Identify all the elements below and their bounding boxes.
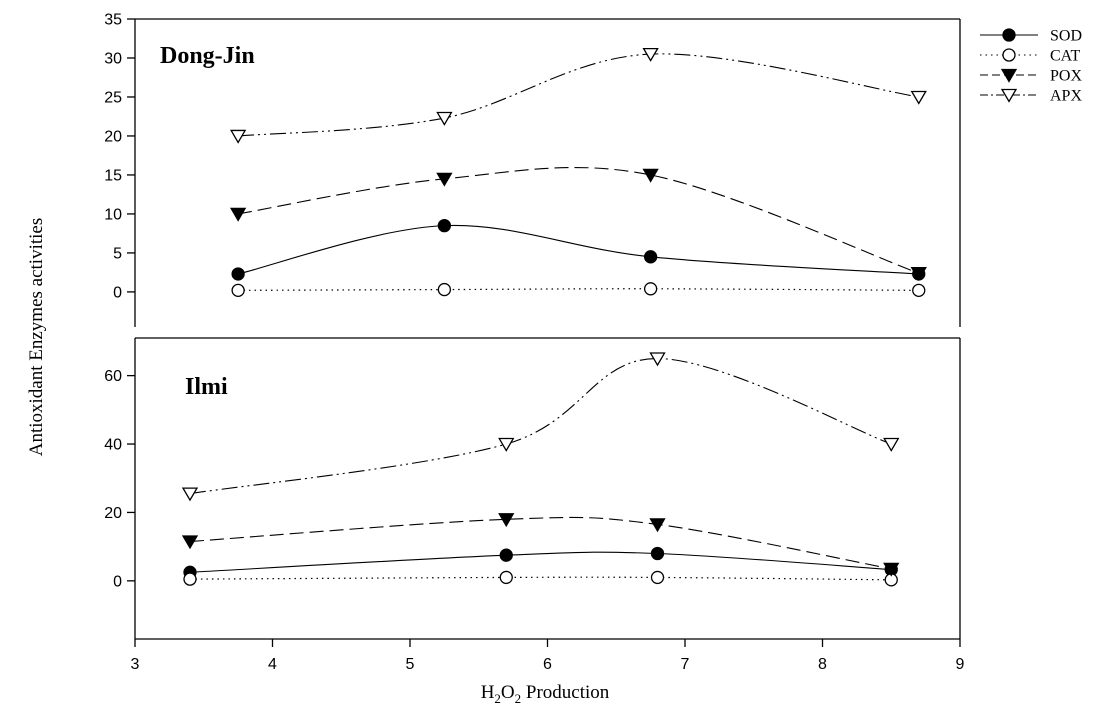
legend-label-cat: CAT xyxy=(1050,48,1080,65)
point-dong-jin-pox-1 xyxy=(436,172,453,187)
point-dong-jin-cat-0 xyxy=(231,283,245,298)
point-dong-jin-pox-2 xyxy=(642,168,659,183)
series-line-ilmi-sod xyxy=(189,551,892,573)
legend-label-apx: APX xyxy=(1050,88,1082,105)
series-line-ilmi-apx xyxy=(189,357,892,495)
panel-title-ilmi: Ilmi xyxy=(185,374,228,400)
legend-item-apx: APX xyxy=(980,88,1082,105)
point-dong-jin-apx-2 xyxy=(642,47,659,62)
y-tick-label-dong-jin-10: 10 xyxy=(104,206,122,223)
point-ilmi-apx-0 xyxy=(181,487,199,502)
x-axis-label-suffix: Production xyxy=(521,682,610,703)
y-tick-label-dong-jin-15: 15 xyxy=(104,167,122,184)
y-tick-label-ilmi-60: 60 xyxy=(104,368,122,385)
legend: SOD CAT POX APX xyxy=(980,28,1082,105)
series-line-ilmi-pox xyxy=(189,516,892,570)
point-ilmi-sod-2 xyxy=(650,546,665,561)
panel-dong-jin: 0 5 10 15 20 25 30 35 Dong-Jin xyxy=(104,12,961,327)
series-line-ilmi-cat xyxy=(189,576,892,581)
point-dong-jin-sod-1 xyxy=(437,218,452,233)
x-axis: 3 4 5 6 7 8 9 xyxy=(131,638,965,673)
legend-label-pox: POX xyxy=(1050,68,1082,85)
y-tick-label-ilmi-0: 0 xyxy=(113,573,122,590)
x-tick-label-8: 8 xyxy=(818,656,827,673)
legend-item-cat: CAT xyxy=(980,48,1080,65)
point-dong-jin-pox-0 xyxy=(229,207,247,222)
legend-marker-sod xyxy=(1002,28,1016,42)
y-tick-label-dong-jin-20: 20 xyxy=(104,128,122,145)
series-line-dong-jin-sod xyxy=(237,224,919,275)
y-tick-label-ilmi-40: 40 xyxy=(104,437,122,454)
y-tick-label-dong-jin-30: 30 xyxy=(104,50,122,67)
legend-item-sod: SOD xyxy=(980,28,1082,45)
legend-marker-pox xyxy=(1000,68,1018,83)
point-ilmi-pox-1 xyxy=(498,513,515,528)
x-axis-label: H2O2 Production xyxy=(481,682,610,706)
point-ilmi-pox-3 xyxy=(883,562,900,577)
panel-title-dong-jin: Dong-Jin xyxy=(160,43,255,69)
y-tick-label-dong-jin-25: 25 xyxy=(104,89,122,106)
legend-label-sod: SOD xyxy=(1050,28,1082,45)
point-dong-jin-cat-1 xyxy=(437,282,452,297)
point-ilmi-pox-0 xyxy=(181,535,199,550)
point-ilmi-sod-1 xyxy=(499,548,513,562)
x-axis-label-mid: O xyxy=(501,682,515,703)
point-ilmi-cat-2 xyxy=(650,570,665,585)
point-dong-jin-sod-0 xyxy=(231,267,245,281)
series-line-dong-jin-pox xyxy=(238,166,919,274)
x-tick-label-3: 3 xyxy=(131,656,140,673)
y-tick-label-dong-jin-35: 35 xyxy=(104,12,122,29)
point-dong-jin-cat-2 xyxy=(643,282,658,296)
x-axis-label-prefix: H xyxy=(481,682,495,703)
panels: 0 5 10 15 20 25 30 35 Dong-Jin 0 20 40 60 Ilmi xyxy=(104,12,961,639)
y-tick-label-ilmi-20: 20 xyxy=(104,505,122,522)
x-tick-label-5: 5 xyxy=(406,656,415,673)
point-dong-jin-apx-3 xyxy=(910,90,927,105)
point-dong-jin-cat-3 xyxy=(912,283,926,298)
point-dong-jin-apx-1 xyxy=(436,111,453,126)
point-dong-jin-apx-0 xyxy=(229,129,247,144)
legend-marker-apx xyxy=(1000,88,1018,103)
x-tick-label-9: 9 xyxy=(956,656,965,673)
legend-item-pox: POX xyxy=(980,68,1082,85)
panel-ilmi: 0 20 40 60 Ilmi xyxy=(104,337,961,639)
point-ilmi-cat-0 xyxy=(183,572,197,586)
point-ilmi-apx-1 xyxy=(498,437,515,452)
x-axis-label-sub1: 2 xyxy=(494,691,501,706)
legend-marker-cat xyxy=(1002,48,1016,62)
point-ilmi-cat-1 xyxy=(499,570,513,585)
point-ilmi-pox-2 xyxy=(649,518,666,533)
y-tick-label-dong-jin-0: 0 xyxy=(113,284,122,301)
point-dong-jin-pox-3 xyxy=(910,267,927,281)
series-line-dong-jin-cat xyxy=(238,288,919,291)
x-tick-label-6: 6 xyxy=(543,656,552,673)
y-tick-label-dong-jin-5: 5 xyxy=(113,245,122,262)
y-axis-label: Antioxidant Enzymes activities xyxy=(26,218,47,457)
point-ilmi-apx-3 xyxy=(883,437,900,452)
series-line-dong-jin-apx xyxy=(238,53,919,137)
x-axis-label-sub2: 2 xyxy=(515,691,522,706)
x-tick-label-4: 4 xyxy=(268,656,277,673)
point-dong-jin-sod-2 xyxy=(643,250,658,264)
point-ilmi-apx-2 xyxy=(649,352,666,367)
x-tick-label-7: 7 xyxy=(681,656,690,673)
